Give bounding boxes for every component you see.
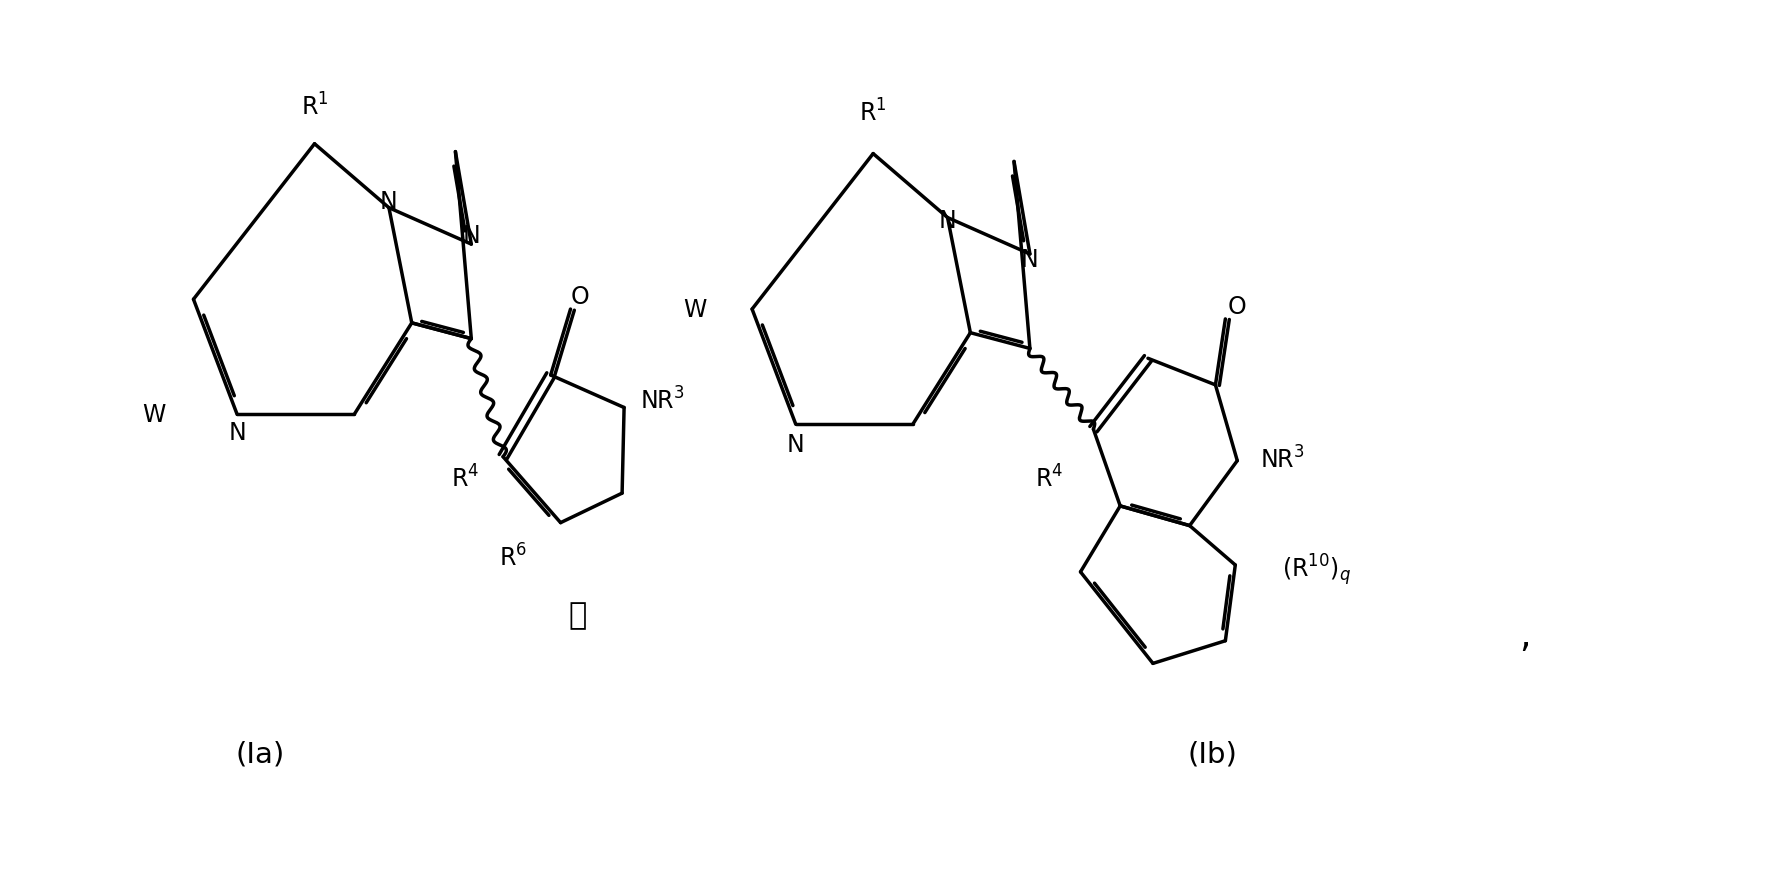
Text: NR$^3$: NR$^3$ [639,386,684,414]
Text: 或: 或 [568,600,586,629]
Text: R$^4$: R$^4$ [1034,465,1063,493]
Text: N: N [1020,248,1038,271]
Text: R$^4$: R$^4$ [450,465,479,493]
Text: R$^6$: R$^6$ [498,543,527,571]
Text: R$^1$: R$^1$ [860,99,886,126]
Text: R$^1$: R$^1$ [301,94,328,121]
Text: (Ia): (Ia) [235,740,285,768]
Text: N: N [463,224,481,248]
Text: NR$^3$: NR$^3$ [1258,445,1303,472]
Text: O: O [571,285,589,309]
Text: N: N [938,208,956,233]
Text: O: O [1226,295,1246,319]
Text: W: W [142,403,166,427]
Text: W: W [682,298,707,321]
Text: N: N [379,190,397,213]
Text: N: N [787,433,805,457]
Text: (R$^{10}$)$_q$: (R$^{10}$)$_q$ [1282,551,1351,587]
Text: ,: , [1518,619,1529,653]
Text: (Ib): (Ib) [1187,740,1237,768]
Text: N: N [228,421,246,444]
